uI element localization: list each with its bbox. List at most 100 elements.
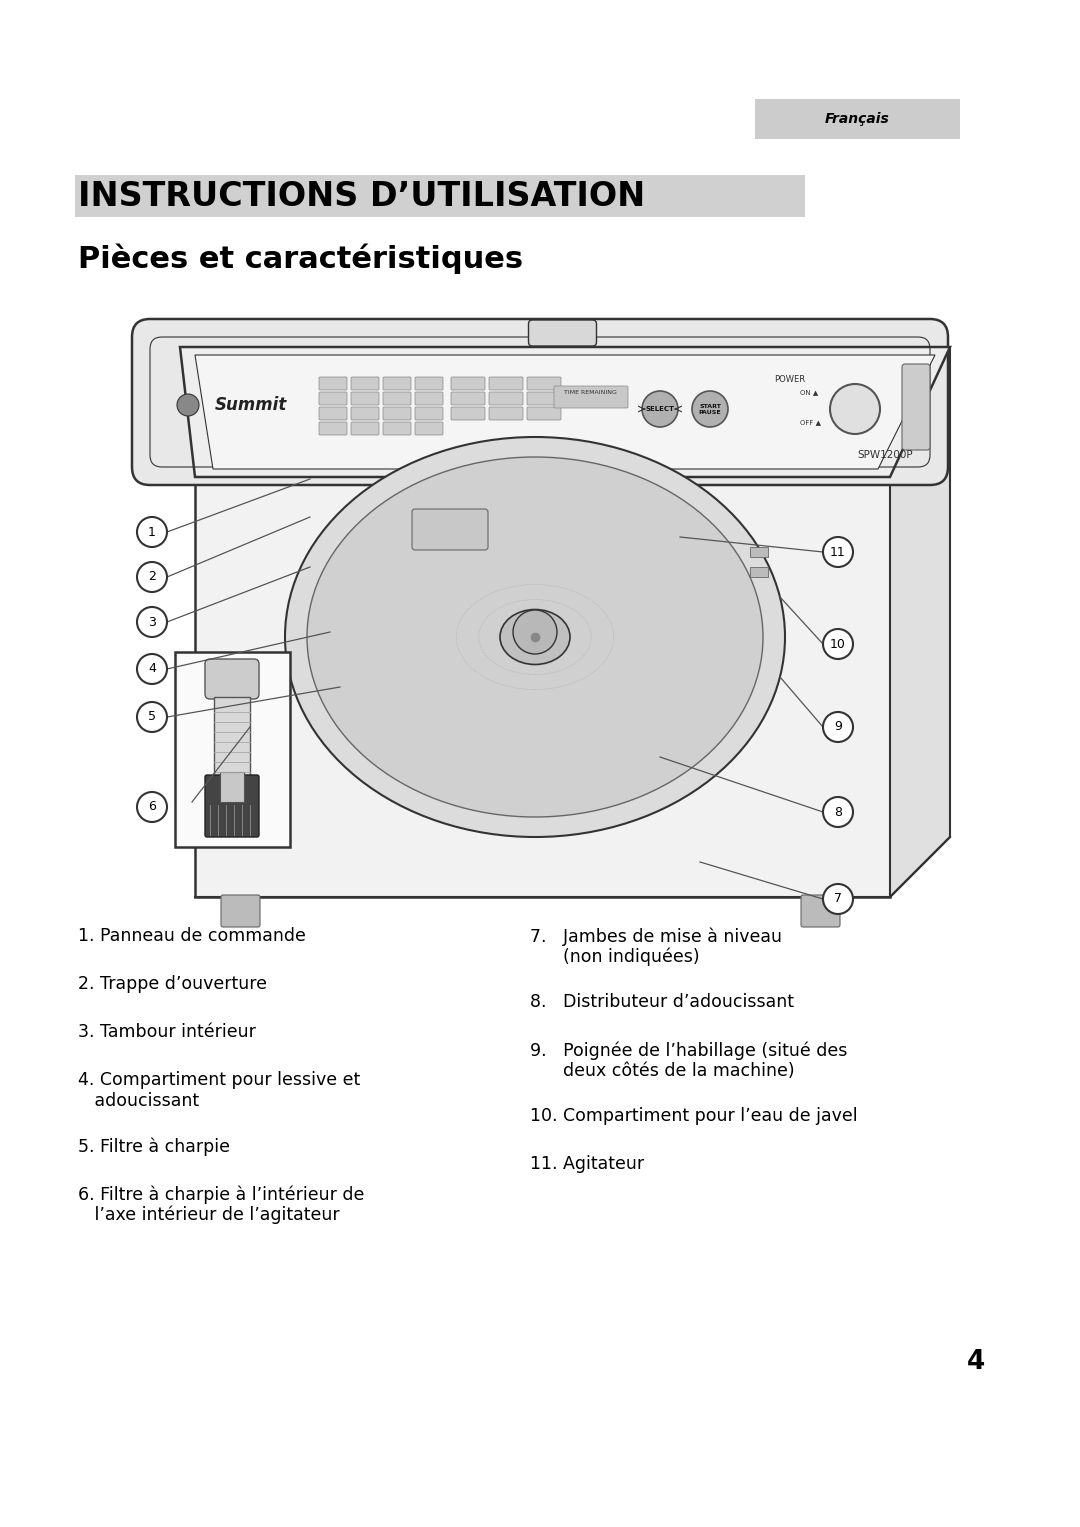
Text: 6. Filtre à charpie à l’intérieur de: 6. Filtre à charpie à l’intérieur de [78, 1185, 364, 1203]
FancyBboxPatch shape [489, 377, 523, 389]
Text: (non indiquées): (non indiquées) [530, 948, 700, 967]
FancyBboxPatch shape [411, 508, 488, 550]
FancyBboxPatch shape [451, 408, 485, 420]
FancyBboxPatch shape [801, 895, 840, 927]
FancyBboxPatch shape [527, 408, 561, 420]
Circle shape [137, 608, 167, 637]
Text: 7: 7 [834, 892, 842, 906]
FancyBboxPatch shape [451, 377, 485, 389]
FancyBboxPatch shape [221, 895, 260, 927]
FancyBboxPatch shape [383, 392, 411, 405]
Text: deux côtés de la machine): deux côtés de la machine) [530, 1061, 795, 1080]
FancyBboxPatch shape [755, 99, 960, 139]
Ellipse shape [285, 437, 785, 837]
FancyBboxPatch shape [383, 408, 411, 420]
Text: 4: 4 [148, 663, 156, 675]
Text: 8.   Distributeur d’adoucissant: 8. Distributeur d’adoucissant [530, 993, 794, 1011]
Text: 1. Panneau de commande: 1. Panneau de commande [78, 927, 306, 945]
FancyBboxPatch shape [527, 377, 561, 389]
FancyBboxPatch shape [351, 421, 379, 435]
Circle shape [823, 797, 853, 828]
Polygon shape [195, 476, 890, 896]
FancyBboxPatch shape [554, 386, 627, 408]
Ellipse shape [307, 457, 762, 817]
FancyBboxPatch shape [415, 421, 443, 435]
Bar [175, 652, 291, 847]
FancyBboxPatch shape [415, 392, 443, 405]
Text: 6: 6 [148, 800, 156, 814]
Text: 4. Compartiment pour lessive et: 4. Compartiment pour lessive et [78, 1070, 361, 1089]
FancyBboxPatch shape [132, 319, 948, 486]
Bar [750, 547, 768, 557]
Bar [750, 567, 768, 577]
Text: OFF ▲: OFF ▲ [800, 418, 821, 425]
Circle shape [137, 562, 167, 592]
Text: 1: 1 [148, 525, 156, 539]
Text: ON ▲: ON ▲ [800, 389, 819, 395]
Text: 2. Trappe d’ouverture: 2. Trappe d’ouverture [78, 976, 267, 993]
Circle shape [137, 793, 167, 822]
FancyBboxPatch shape [319, 377, 347, 389]
Text: 8: 8 [834, 806, 842, 818]
FancyBboxPatch shape [351, 377, 379, 389]
Polygon shape [180, 347, 950, 476]
Circle shape [642, 391, 678, 428]
FancyBboxPatch shape [902, 363, 930, 450]
Circle shape [137, 654, 167, 684]
Text: adoucissant: adoucissant [78, 1092, 199, 1110]
Circle shape [692, 391, 728, 428]
Circle shape [823, 712, 853, 742]
Bar [220, 773, 244, 802]
FancyBboxPatch shape [415, 377, 443, 389]
Circle shape [823, 884, 853, 915]
Text: 5. Filtre à charpie: 5. Filtre à charpie [78, 1138, 230, 1156]
Text: 11: 11 [831, 545, 846, 559]
Circle shape [137, 518, 167, 547]
Text: 3: 3 [148, 615, 156, 629]
FancyBboxPatch shape [319, 408, 347, 420]
Text: 10. Compartiment pour l’eau de javel: 10. Compartiment pour l’eau de javel [530, 1107, 858, 1125]
Text: POWER: POWER [774, 374, 806, 383]
FancyBboxPatch shape [205, 776, 259, 837]
Circle shape [177, 394, 199, 415]
FancyBboxPatch shape [527, 392, 561, 405]
FancyBboxPatch shape [351, 392, 379, 405]
Text: 11. Agitateur: 11. Agitateur [530, 1154, 644, 1173]
Text: 10: 10 [831, 637, 846, 651]
Ellipse shape [500, 609, 570, 664]
FancyBboxPatch shape [489, 392, 523, 405]
FancyBboxPatch shape [75, 176, 805, 217]
FancyBboxPatch shape [351, 408, 379, 420]
FancyBboxPatch shape [383, 377, 411, 389]
Text: SELECT: SELECT [646, 406, 675, 412]
Text: 4: 4 [967, 1348, 985, 1374]
FancyBboxPatch shape [451, 392, 485, 405]
FancyBboxPatch shape [205, 660, 259, 699]
FancyBboxPatch shape [528, 321, 596, 347]
Text: Français: Français [825, 111, 890, 127]
Text: START: START [699, 403, 721, 409]
FancyBboxPatch shape [383, 421, 411, 435]
Text: 9: 9 [834, 721, 842, 733]
Polygon shape [195, 354, 935, 469]
Text: 5: 5 [148, 710, 156, 724]
Polygon shape [890, 347, 950, 896]
Text: l’axe intérieur de l’agitateur: l’axe intérieur de l’agitateur [78, 1206, 339, 1225]
Text: INSTRUCTIONS D’UTILISATION: INSTRUCTIONS D’UTILISATION [78, 180, 645, 212]
Circle shape [823, 538, 853, 567]
Circle shape [137, 702, 167, 731]
Bar [214, 696, 249, 777]
FancyBboxPatch shape [489, 408, 523, 420]
Circle shape [831, 383, 880, 434]
Circle shape [823, 629, 853, 660]
Text: 9.   Poignée de l’habillage (situé des: 9. Poignée de l’habillage (situé des [530, 1041, 848, 1060]
Text: 2: 2 [148, 571, 156, 583]
Text: PAUSE: PAUSE [699, 411, 721, 415]
Text: Pièces et caractéristiques: Pièces et caractéristiques [78, 244, 523, 275]
Text: TIME REMAINING: TIME REMAINING [564, 389, 617, 394]
Circle shape [513, 609, 557, 654]
Text: 3. Tambour intérieur: 3. Tambour intérieur [78, 1023, 256, 1041]
Text: SPW1200P: SPW1200P [858, 450, 913, 460]
FancyBboxPatch shape [319, 421, 347, 435]
FancyBboxPatch shape [319, 392, 347, 405]
